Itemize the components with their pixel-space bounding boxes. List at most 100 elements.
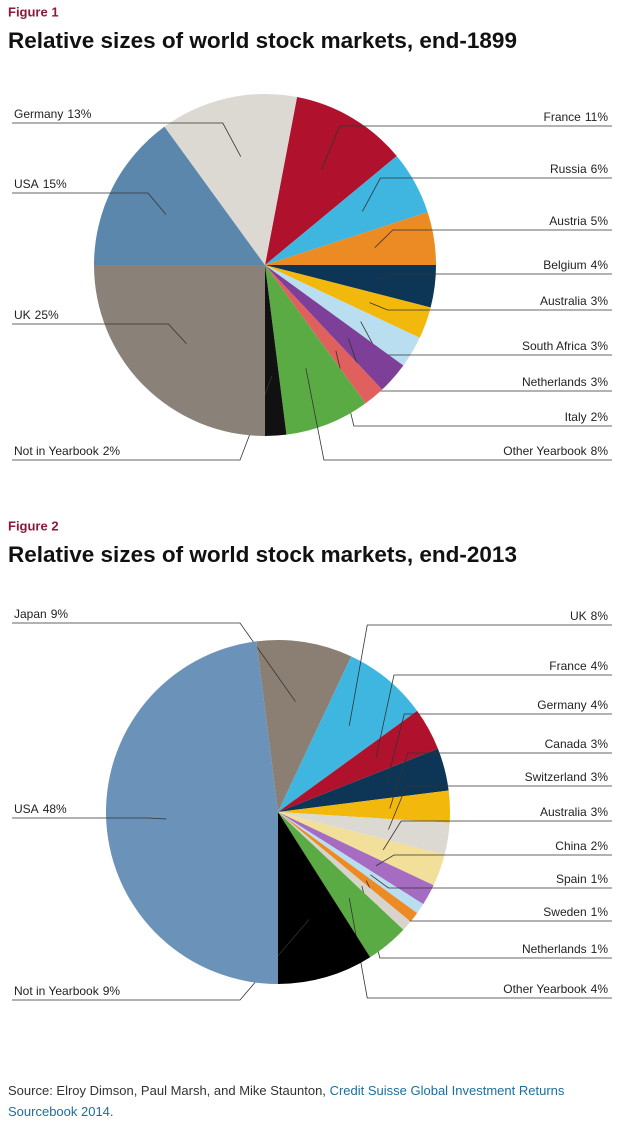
slice-label: Netherlands 3% xyxy=(522,375,608,389)
leader-line xyxy=(369,302,612,311)
leader-line xyxy=(385,713,612,785)
leader-line xyxy=(12,817,167,820)
category-label: UK xyxy=(570,609,587,623)
value-label: 3% xyxy=(591,770,609,784)
slice-label: Belgium 4% xyxy=(543,258,608,272)
slice-label: China 2% xyxy=(555,839,608,853)
slice-label: Canada 3% xyxy=(545,737,609,751)
pie-slice xyxy=(164,94,298,265)
category-label: Spain xyxy=(556,872,587,886)
category-label: China xyxy=(555,839,587,853)
source-link: Credit Suisse Global Investment Returns … xyxy=(8,1083,565,1119)
pie-slice xyxy=(278,710,438,812)
slice-label: Russia 6% xyxy=(550,162,608,176)
leader-line xyxy=(12,192,167,215)
value-label: 1% xyxy=(591,905,609,919)
slice-label: France 11% xyxy=(544,110,609,124)
value-label: 1% xyxy=(591,942,609,956)
pie-slice xyxy=(94,126,265,265)
value-label: 13% xyxy=(67,107,91,121)
leader-line xyxy=(388,785,612,830)
value-label: 4% xyxy=(591,982,609,996)
figure-label: Figure 2 xyxy=(8,518,59,533)
value-label: 3% xyxy=(591,737,609,751)
category-label: Japan xyxy=(14,607,47,621)
leader-line xyxy=(375,854,612,867)
category-label: Belgium xyxy=(543,258,586,272)
slice-label: Not in Yearbook 2% xyxy=(14,444,120,458)
pie-slice xyxy=(265,265,420,366)
slice-label: UK 8% xyxy=(570,609,608,623)
charts: Figure 1 Relative sizes of world stock m… xyxy=(8,4,612,1001)
leader-line xyxy=(375,273,612,280)
category-label: France xyxy=(549,659,587,673)
leader-line xyxy=(348,624,612,726)
pie-slice xyxy=(265,265,436,308)
category-label: Germany xyxy=(14,107,63,121)
pie-slice xyxy=(265,265,366,435)
value-label: 9% xyxy=(51,607,69,621)
category-label: Italy xyxy=(565,410,587,424)
pie-slice xyxy=(265,265,404,390)
pie-slice xyxy=(278,812,418,922)
category-label: USA xyxy=(14,177,39,191)
value-label: 4% xyxy=(591,698,609,712)
leader-line xyxy=(382,820,612,851)
category-label: Netherlands xyxy=(522,375,587,389)
value-label: 3% xyxy=(591,375,609,389)
pie-slice xyxy=(265,265,383,404)
value-label: 9% xyxy=(103,984,121,998)
slice-label: Netherlands 1% xyxy=(522,942,608,956)
chart-title: Relative sizes of world stock markets, e… xyxy=(8,542,517,567)
value-label: 48% xyxy=(43,802,67,816)
leader-line xyxy=(389,752,612,809)
category-label: USA xyxy=(14,802,39,816)
pie-slice xyxy=(278,812,411,930)
pie-slice xyxy=(265,265,287,436)
category-label: Other Yearbook xyxy=(503,444,587,458)
leader-line xyxy=(12,122,242,157)
category-label: Switzerland xyxy=(525,770,587,784)
slice-label: Switzerland 3% xyxy=(525,770,609,784)
value-label: 5% xyxy=(591,214,609,228)
pie-slice xyxy=(265,97,397,266)
slice-label: Australia 3% xyxy=(540,805,608,819)
slice-label: USA 15% xyxy=(14,177,67,191)
value-label: 1% xyxy=(591,872,609,886)
slice-label: Japan 9% xyxy=(14,607,68,621)
category-label: Australia xyxy=(540,294,587,308)
slice-label: Sweden 1% xyxy=(543,905,608,919)
slice-label: Spain 1% xyxy=(556,872,608,886)
pie-slice xyxy=(265,212,436,265)
pie-slice xyxy=(278,748,449,812)
value-label: 15% xyxy=(43,177,67,191)
slice-label: South Africa 3% xyxy=(522,339,608,353)
pie-slice xyxy=(265,265,431,338)
value-label: 6% xyxy=(591,162,609,176)
source-text: Source: Elroy Dimson, Paul Marsh, and Mi… xyxy=(8,1083,326,1098)
category-label: Austria xyxy=(549,214,587,228)
leader-line xyxy=(370,874,612,889)
value-label: 4% xyxy=(591,659,609,673)
slice-label: Italy 2% xyxy=(565,410,609,424)
leader-line xyxy=(12,622,296,702)
leader-line xyxy=(362,177,612,212)
slice-label: USA 48% xyxy=(14,802,67,816)
value-label: 4% xyxy=(591,258,609,272)
value-label: 2% xyxy=(591,410,609,424)
pie-slice xyxy=(278,812,434,905)
figure-label: Figure 1 xyxy=(8,4,59,19)
pie-slice xyxy=(278,812,371,984)
source: Source: Elroy Dimson, Paul Marsh, and Mi… xyxy=(8,1080,628,1122)
slice-label: Germany 13% xyxy=(14,107,92,121)
slice-label: Other Yearbook 4% xyxy=(503,982,608,996)
leader-line xyxy=(12,919,310,1001)
value-label: 3% xyxy=(591,294,609,308)
pie-slice xyxy=(278,812,450,855)
value-label: 8% xyxy=(591,609,609,623)
category-label: Australia xyxy=(540,805,587,819)
category-label: UK xyxy=(14,308,31,322)
pie-slice xyxy=(278,812,424,914)
pie-slice xyxy=(256,640,352,812)
pie-slice xyxy=(265,156,428,265)
